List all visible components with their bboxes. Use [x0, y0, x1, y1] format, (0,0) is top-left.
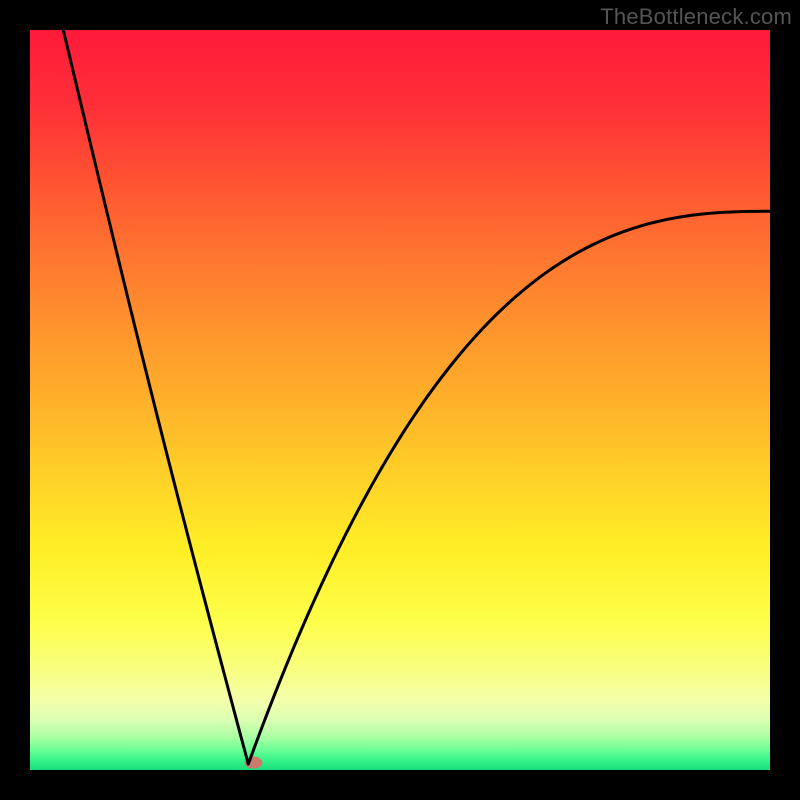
chart-container: TheBottleneck.com: [0, 0, 800, 800]
curve-layer: [30, 30, 770, 770]
bottleneck-curve: [63, 30, 770, 764]
watermark-text: TheBottleneck.com: [600, 4, 792, 30]
plot-area: [30, 30, 770, 770]
